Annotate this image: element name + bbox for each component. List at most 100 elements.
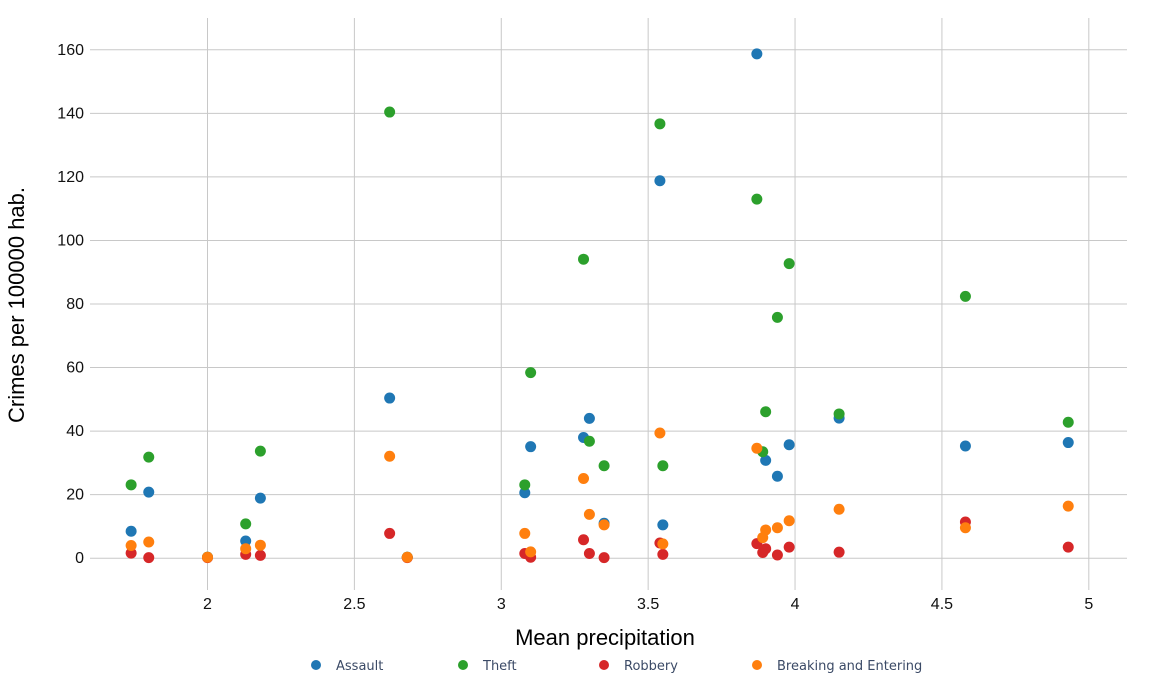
x-tick-label: 3 [497,596,506,613]
point-assault [654,175,666,187]
point-assault [1062,437,1074,449]
point-robbery [783,541,795,553]
point-theft [783,258,795,270]
point-breaking-and-entering [751,442,763,454]
point-theft [525,367,537,379]
point-assault [125,525,137,537]
point-assault [771,470,783,482]
legend-label: Assault [336,659,383,674]
point-theft [583,435,595,447]
legend-marker [752,660,762,670]
point-robbery [657,548,669,560]
point-theft [254,445,266,457]
point-theft [125,479,137,491]
point-theft [384,106,396,118]
point-assault [525,441,537,453]
point-breaking-and-entering [240,543,252,555]
point-breaking-and-entering [1062,500,1074,512]
y-tick-label: 120 [57,169,84,186]
point-theft [771,311,783,323]
point-robbery [583,547,595,559]
point-breaking-and-entering [598,519,610,531]
point-breaking-and-entering [254,539,266,551]
point-breaking-and-entering [760,524,772,536]
point-robbery [384,527,396,539]
point-theft [760,406,772,418]
legend-item-robbery[interactable]: Robbery [599,659,678,674]
point-theft [751,193,763,205]
point-robbery [598,552,610,564]
legend: Assault Theft Robbery Breaking and Entering [311,659,922,674]
point-robbery [771,549,783,561]
y-tick-label: 80 [66,296,84,313]
x-tick-label: 4.5 [931,596,953,613]
legend-label: Theft [482,659,517,674]
legend-item-breaking-and-entering[interactable]: Breaking and Entering [752,659,922,674]
point-theft [143,451,155,463]
y-tick-label: 160 [57,42,84,59]
y-tick-label: 60 [66,360,84,377]
point-breaking-and-entering [833,503,845,515]
point-breaking-and-entering [583,508,595,520]
point-breaking-and-entering [202,551,214,563]
point-assault [657,519,669,531]
legend-marker [599,660,609,670]
legend-marker [311,660,321,670]
point-theft [598,460,610,472]
point-breaking-and-entering [401,551,413,563]
y-tick-label: 140 [57,105,84,122]
y-axis-title: Crimes per 100000 hab. [4,187,29,423]
point-assault [254,492,266,504]
point-assault [143,486,155,498]
point-theft [833,408,845,420]
point-theft [1062,416,1074,428]
point-theft [578,253,590,265]
point-breaking-and-entering [384,450,396,462]
point-robbery [143,552,155,564]
tick-labels: 0 20 40 60 80 100 120 140 160 2 2.5 3 3.5 4 4.5 5 [57,42,1093,613]
x-tick-label: 3.5 [637,596,659,613]
point-breaking-and-entering [654,427,666,439]
point-breaking-and-entering [125,540,137,552]
legend-item-assault[interactable]: Assault [311,659,383,674]
point-robbery [833,546,845,558]
point-assault [583,412,595,424]
point-breaking-and-entering [525,546,537,558]
point-assault [760,454,772,466]
point-breaking-and-entering [578,472,590,484]
x-tick-label: 4 [791,596,800,613]
point-robbery [760,543,772,555]
y-tick-label: 20 [66,487,84,504]
point-robbery [578,534,590,546]
y-tick-label: 100 [57,232,84,249]
legend-item-theft[interactable]: Theft [458,659,517,674]
legend-label: Breaking and Entering [777,659,922,674]
point-assault [519,487,531,499]
point-assault [751,48,763,60]
x-axis-title: Mean precipitation [515,625,695,650]
grid [90,18,1127,590]
point-robbery [254,549,266,561]
point-theft [654,118,666,130]
data-points [125,48,1074,564]
x-tick-label: 2 [203,596,212,613]
point-theft [240,518,252,530]
point-assault [384,392,396,404]
point-assault [959,440,971,452]
point-robbery [1062,541,1074,553]
point-theft [959,290,971,302]
point-assault [240,535,252,547]
point-breaking-and-entering [657,538,669,550]
point-breaking-and-entering [519,527,531,539]
x-tick-label: 2.5 [343,596,365,613]
y-tick-label: 40 [66,423,84,440]
point-breaking-and-entering [783,515,795,527]
point-assault [783,439,795,451]
y-tick-label: 0 [75,550,84,567]
point-breaking-and-entering [771,522,783,534]
point-breaking-and-entering [143,536,155,548]
point-theft [657,460,669,472]
legend-label: Robbery [624,659,678,674]
